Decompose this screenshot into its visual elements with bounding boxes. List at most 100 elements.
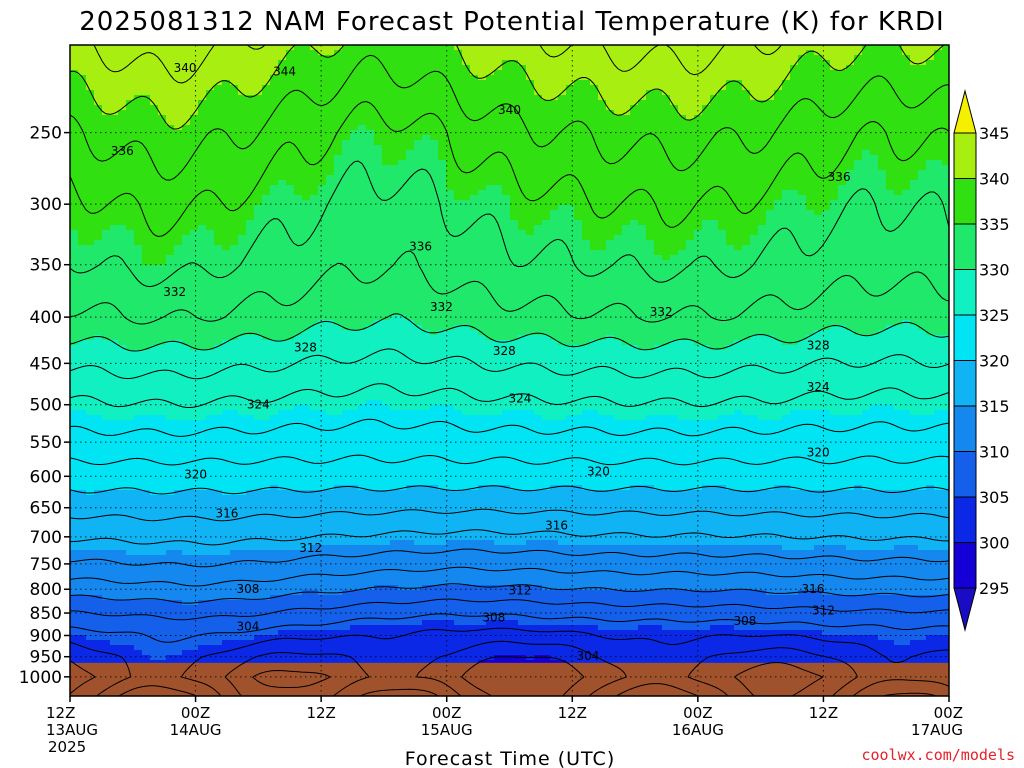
fill-cell (486, 265, 495, 271)
fill-cell (102, 55, 111, 61)
fill-cell (230, 185, 239, 191)
fill-cell (814, 50, 823, 56)
fill-cell (342, 195, 351, 201)
fill-cell (526, 65, 535, 71)
fill-cell (830, 160, 839, 166)
fill-cell (230, 130, 239, 136)
fill-cell (758, 210, 767, 216)
fill-cell (838, 65, 847, 71)
fill-cell (742, 115, 751, 121)
fill-cell (86, 175, 95, 181)
fill-cell (278, 45, 287, 51)
fill-cell (622, 45, 631, 51)
fill-cell (302, 125, 311, 131)
fill-cell (102, 65, 111, 71)
fill-cell (854, 260, 863, 266)
fill-cell (230, 235, 239, 241)
chart-title: 2025081312 NAM Forecast Potential Temper… (79, 7, 944, 37)
fill-cell (342, 140, 351, 146)
fill-cell (614, 170, 623, 176)
fill-cell (174, 65, 183, 71)
fill-cell (166, 160, 175, 166)
fill-cell (414, 105, 423, 111)
fill-cell (614, 145, 623, 151)
fill-cell (230, 200, 239, 206)
fill-cell (262, 55, 271, 61)
fill-cell (678, 75, 687, 81)
fill-cell (422, 230, 431, 236)
fill-cell (926, 230, 935, 236)
fill-cell (206, 150, 215, 156)
fill-cell (190, 180, 199, 186)
fill-cell (70, 240, 79, 246)
fill-cell (238, 50, 247, 56)
fill-cell (70, 45, 79, 51)
fill-cell (526, 125, 535, 131)
fill-cell (150, 100, 159, 106)
fill-cell (278, 165, 287, 171)
fill-cell (454, 240, 463, 246)
fill-cell (694, 185, 703, 191)
fill-cell (254, 250, 263, 256)
fill-cell (166, 95, 175, 101)
fill-cell (710, 185, 719, 191)
fill-cell (254, 80, 263, 86)
fill-cell (382, 225, 391, 231)
fill-cell (830, 85, 839, 91)
fill-cell (862, 255, 871, 261)
fill-cell (326, 210, 335, 216)
fill-cell (190, 105, 199, 111)
fill-cell (550, 45, 559, 51)
fill-cell (910, 110, 919, 116)
fill-cell (622, 140, 631, 146)
fill-cell (814, 130, 823, 136)
fill-cell (686, 245, 695, 251)
fill-cell (206, 225, 215, 231)
fill-cell (878, 255, 887, 261)
fill-cell (798, 135, 807, 141)
fill-cell (166, 185, 175, 191)
fill-cell (398, 215, 407, 221)
fill-cell (886, 65, 895, 71)
fill-cell (662, 90, 671, 96)
fill-cell (358, 175, 367, 181)
fill-cell (582, 60, 591, 66)
fill-cell (214, 170, 223, 176)
fill-cell (230, 60, 239, 66)
fill-cell (566, 70, 575, 76)
fill-cell (462, 60, 471, 66)
fill-cell (606, 140, 615, 146)
fill-cell (574, 150, 583, 156)
fill-cell (574, 120, 583, 126)
fill-cell (886, 170, 895, 176)
fill-cell (782, 180, 791, 186)
fill-cell (686, 100, 695, 106)
fill-cell (182, 70, 191, 76)
fill-cell (318, 85, 327, 91)
fill-cell (894, 90, 903, 96)
fill-cell (566, 255, 575, 261)
fill-cell (470, 65, 479, 71)
fill-cell (470, 80, 479, 86)
fill-cell (366, 125, 375, 131)
fill-cell (870, 75, 879, 81)
fill-cell (614, 60, 623, 66)
fill-cell (286, 55, 295, 61)
fill-cell (814, 115, 823, 121)
fill-cell (534, 50, 543, 56)
fill-cell (942, 250, 949, 256)
fill-cell (78, 95, 87, 101)
fill-cell (622, 80, 631, 86)
fill-cell (382, 205, 391, 211)
fill-cell (670, 265, 679, 271)
fill-cell (758, 230, 767, 236)
fill-cell (926, 50, 935, 56)
fill-cell (862, 75, 871, 81)
fill-cell (126, 240, 135, 246)
fill-cell (182, 255, 191, 261)
fill-cell (646, 230, 655, 236)
fill-cell (422, 215, 431, 221)
fill-cell (494, 210, 503, 216)
fill-cell (646, 55, 655, 61)
fill-cell (262, 155, 271, 161)
